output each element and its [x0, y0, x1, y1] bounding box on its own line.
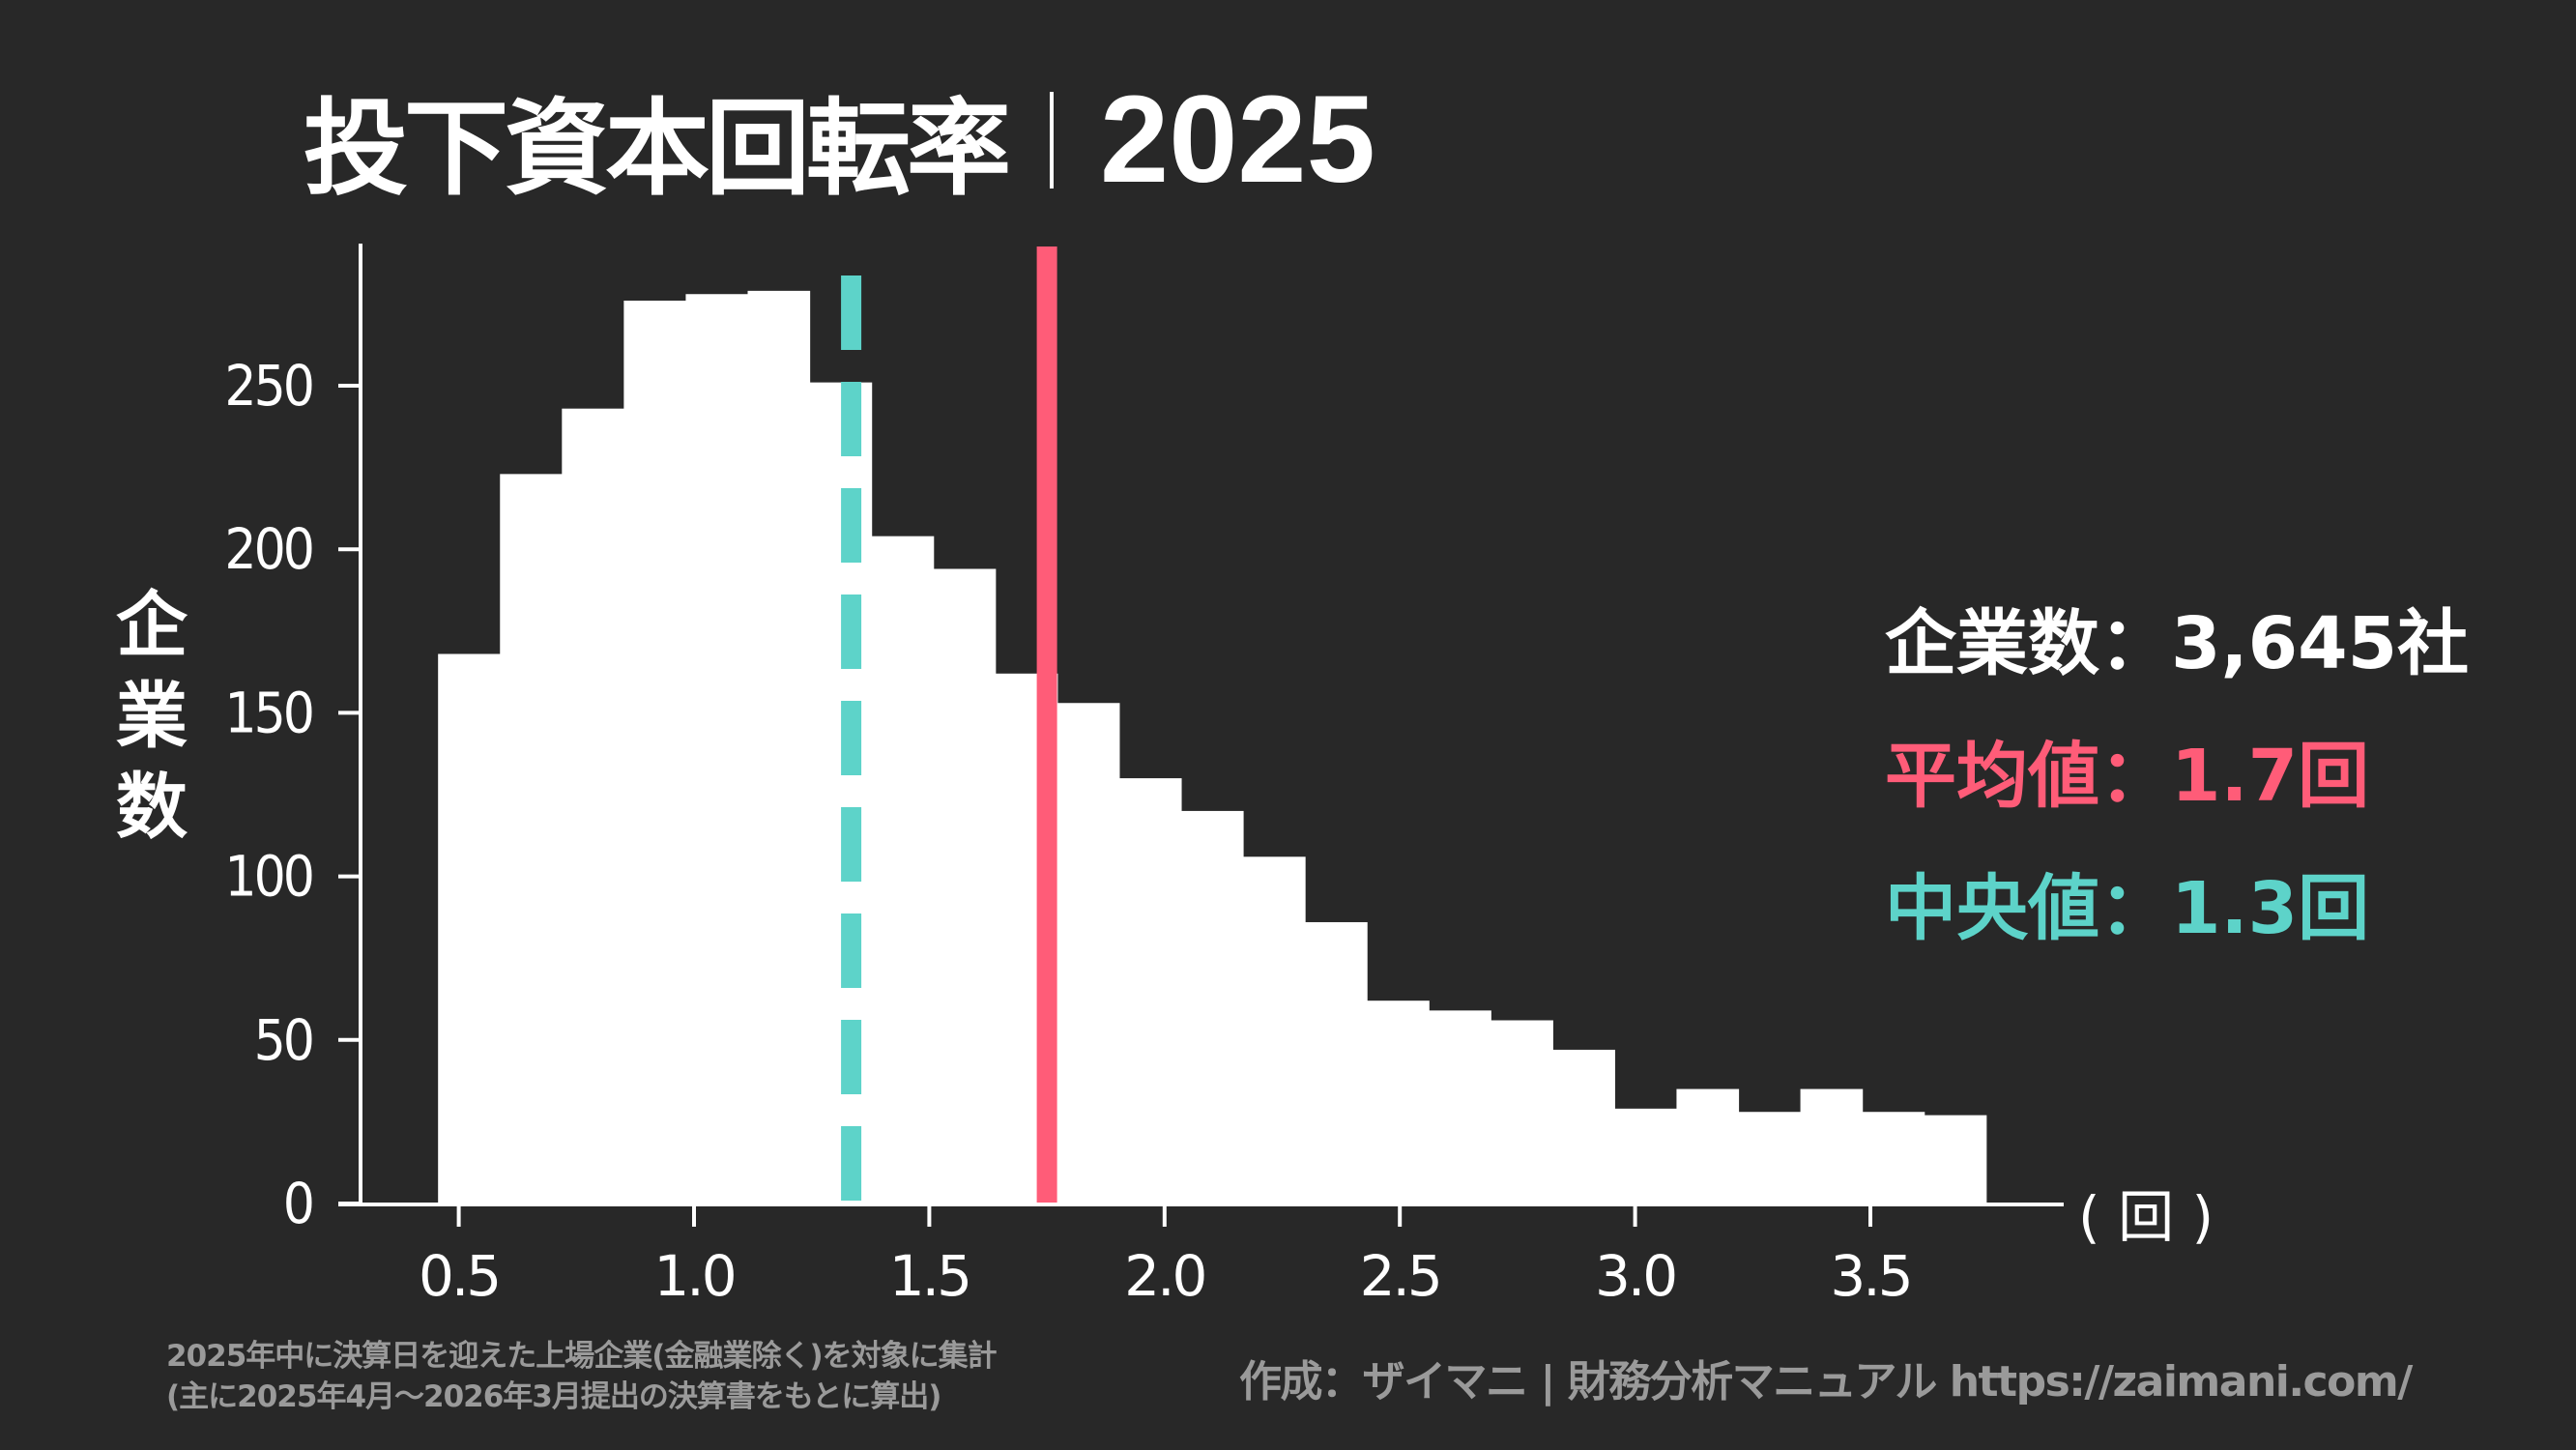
footer-credit: 作成：ザイマニ | 財務分析マニュアル https://zaimani.com/ [1239, 1357, 2413, 1406]
histogram-bar [1738, 1112, 1802, 1204]
y-tick-label: 200 [224, 516, 312, 582]
axes [338, 244, 2064, 1206]
y-label-char: 数 [116, 766, 188, 849]
histogram-bar [1180, 810, 1244, 1204]
x-tick-label: 1.0 [653, 1243, 734, 1309]
histogram-bar [438, 653, 501, 1204]
histogram-bar [1491, 1020, 1553, 1204]
x-axis-ticks: 0.5 1.0 1.5 2.0 2.5 3.0 3.5 [419, 1204, 1914, 1309]
stat-companies-value: 3,645社 [2171, 602, 2470, 685]
x-tick-label: 2.5 [1360, 1243, 1440, 1309]
y-label-char: 企 [116, 584, 188, 667]
stat-companies-label: 企業数 [1885, 602, 2099, 685]
y-tick-label: 250 [224, 353, 312, 419]
histogram-bar [809, 382, 873, 1204]
x-tick-label: 2.0 [1124, 1243, 1204, 1309]
histogram-bar [1242, 856, 1306, 1204]
histogram-bar [1056, 703, 1120, 1204]
x-tick-label: 1.5 [889, 1243, 970, 1309]
histogram-bar [747, 290, 811, 1204]
histogram-bar [871, 536, 935, 1204]
histogram-bar [1862, 1112, 1925, 1204]
histogram-bar [1800, 1088, 1864, 1204]
x-tick-label: 0.5 [419, 1243, 499, 1309]
title-text: 投下資本回転率 [304, 88, 1011, 210]
histogram-bar [623, 301, 687, 1204]
stat-mean-label: 平均値 [1885, 735, 2099, 818]
x-axis-unit-label: ( 回 ) [2078, 1184, 2214, 1250]
y-label-char: 業 [116, 675, 188, 758]
stat-median-label: 中央値 [1885, 867, 2099, 950]
histogram-bar [500, 474, 563, 1204]
histogram-bar [1924, 1115, 1987, 1204]
histogram-bar [933, 568, 997, 1204]
reference-lines [841, 246, 1057, 1204]
histogram-bar [1305, 921, 1368, 1204]
y-axis-label: 企 業 数 [108, 580, 195, 853]
y-axis-ticks: 0 50 100 150 200 250 [224, 353, 361, 1236]
y-tick-label: 0 [283, 1171, 312, 1236]
x-tick-label: 3.5 [1830, 1243, 1910, 1309]
chart-title: 投下資本回転率 2025 [304, 71, 1375, 210]
footer-note-line1: 2025年中に決算日を迎えた上場企業(金融業除く)を対象に集計 [166, 1339, 998, 1374]
stat-median: 中央値：1.3回 [1885, 867, 2370, 950]
y-tick-label: 50 [254, 1007, 312, 1073]
stat-mean: 平均値：1.7回 [1885, 735, 2370, 818]
y-tick-label: 100 [224, 844, 312, 910]
footer-note: 2025年中に決算日を迎えた上場企業(金融業除く)を対象に集計 (主に2025年… [166, 1336, 998, 1417]
stat-companies: 企業数：3,645社 [1885, 602, 2470, 685]
histogram-bar [562, 408, 624, 1204]
y-tick-label: 150 [224, 680, 312, 745]
histogram-bar [685, 294, 749, 1204]
histogram-bar [1367, 1000, 1430, 1204]
histogram-bar [1614, 1108, 1678, 1204]
footer-note-line2: (主に2025年4月〜2026年3月提出の決算書をもとに算出) [166, 1379, 941, 1414]
stats-panel: 企業数：3,645社 平均値：1.7回 中央値：1.3回 [1885, 578, 2469, 975]
title-year: 2025 [1100, 71, 1375, 209]
histogram-bars [438, 290, 1987, 1204]
histogram-bar [1676, 1088, 1740, 1204]
histogram-bar [1118, 778, 1182, 1204]
histogram-bar [1552, 1049, 1615, 1204]
x-tick-label: 3.0 [1595, 1243, 1675, 1309]
stat-mean-value: 1.7回 [2171, 735, 2370, 818]
title-separator [1050, 91, 1055, 188]
stat-median-value: 1.3回 [2171, 867, 2370, 950]
histogram-bar [1429, 1010, 1491, 1204]
